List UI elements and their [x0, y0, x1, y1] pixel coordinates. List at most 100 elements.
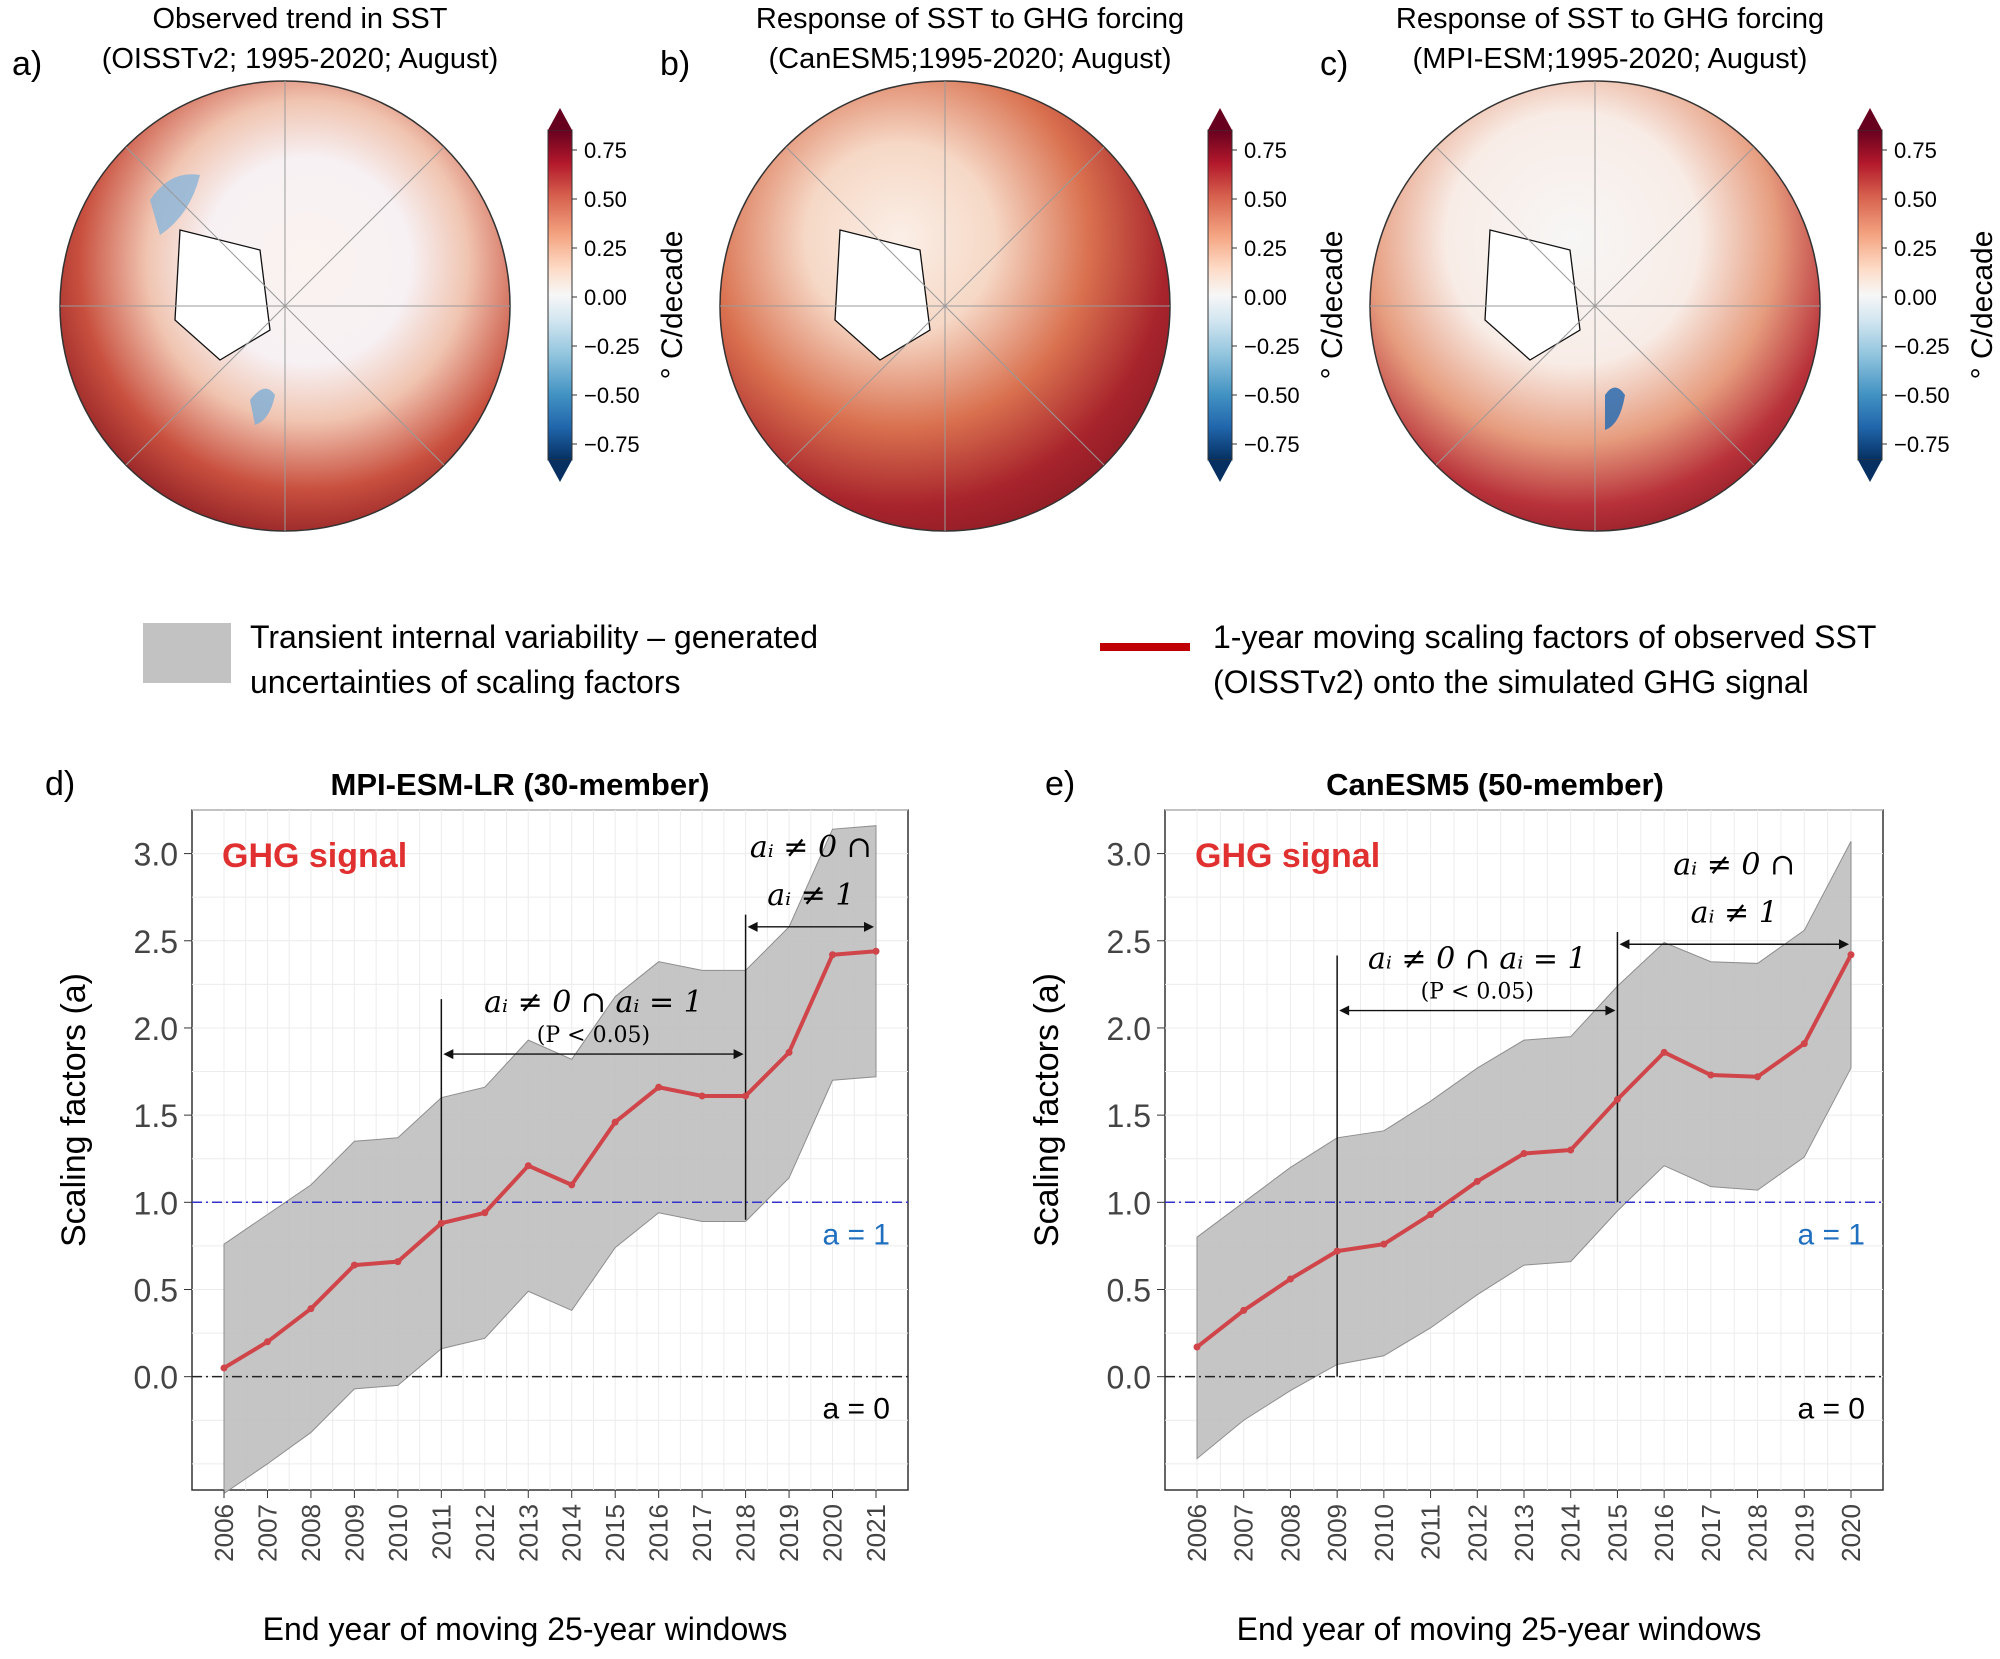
annotation-text-main: aᵢ ≠ 0 ∩ aᵢ = 1 [484, 985, 703, 1020]
x-tick-label: 2011 [426, 1504, 456, 1560]
x-tick-label: 2007 [1229, 1504, 1259, 1562]
colorbar-tick-label: −0.50 [584, 383, 640, 408]
x-tick-label: 2020 [1836, 1504, 1866, 1562]
colorbar-tick-label: 0.25 [584, 236, 627, 261]
x-tick-label: 2019 [774, 1504, 804, 1562]
map-title-c-line1: Response of SST to GHG forcing [1396, 3, 1824, 35]
ref-label-a1: a = 1 [1797, 1218, 1865, 1251]
annotation-text-sub: (P < 0.05) [1421, 980, 1534, 1005]
y-axis-title: Scaling factors (a) [1028, 973, 1066, 1247]
colorbar-tick-label: −0.50 [1244, 383, 1300, 408]
data-point [1613, 1095, 1621, 1103]
annotation-arrowhead-right [864, 921, 874, 932]
meridians-b [720, 81, 1170, 531]
data-point [1286, 1275, 1294, 1283]
y-tick-label: 2.0 [1107, 1011, 1151, 1047]
annotation-arrowhead-left [443, 1049, 454, 1060]
annotation-arrowhead-right [733, 1049, 744, 1060]
map-panel-a: a) Observed trend in SST (OISSTv2; 1995-… [12, 3, 511, 532]
data-point [1520, 1149, 1528, 1157]
colorbar-tick-label: −0.25 [584, 334, 640, 359]
x-tick-label: 2012 [1462, 1504, 1492, 1562]
colorbar-body [547, 129, 573, 461]
x-tick-label: 2013 [1509, 1504, 1539, 1562]
colorbar-tick-label: −0.75 [584, 432, 640, 457]
colorbar-tick-label: 0.00 [1244, 285, 1287, 310]
x-axis-title: End year of moving 25-year windows [263, 1611, 788, 1647]
colorbars: 0.75 0.50 0.25 0.00 −0.25 −0.50 −0.75 ° C/decad… [547, 108, 1999, 482]
line-charts: a = 1 a = 0 aᵢ ≠ 0 ∩ aᵢ = 1 (P < 0.05) aᵢ ≠ … [45, 765, 1884, 1647]
annotation-arrowhead-left [1619, 939, 1630, 950]
panel-label: d) [45, 765, 75, 803]
data-point [437, 1219, 445, 1227]
data-point [698, 1092, 706, 1100]
chart-title: CanESM5 (50-member) [1326, 767, 1664, 802]
data-point [350, 1261, 358, 1269]
x-tick-label: 2016 [644, 1504, 674, 1562]
data-point [220, 1364, 228, 1372]
data-point [481, 1209, 489, 1217]
colorbar-b: 0.75 0.50 0.25 0.00 −0.25 −0.50 −0.75 ° C/decad… [1207, 108, 1349, 482]
map-title-b-line1: Response of SST to GHG forcing [756, 3, 1184, 35]
y-tick-label: 2.5 [134, 924, 178, 960]
colorbar-c: 0.75 0.50 0.25 0.00 −0.25 −0.50 −0.75 ° C/decad… [1857, 108, 1999, 482]
colorbar-tick-label: 0.25 [1244, 236, 1287, 261]
annotation-text-main: aᵢ ≠ 0 ∩ [1673, 847, 1795, 882]
y-tick-label: 1.5 [1107, 1098, 1151, 1134]
data-point [263, 1338, 271, 1346]
colorbar-tick-label: −0.25 [1244, 334, 1300, 359]
x-tick-label: 2011 [1416, 1504, 1446, 1560]
colorbar-body [1207, 129, 1233, 461]
colorbar-extend-top [548, 108, 572, 130]
data-point [742, 1092, 750, 1100]
x-tick-label: 2009 [339, 1504, 369, 1562]
data-point [829, 951, 837, 959]
chart-panel-d: a = 1 a = 0 aᵢ ≠ 0 ∩ aᵢ = 1 (P < 0.05) aᵢ ≠ … [45, 765, 909, 1647]
colorbar-a: 0.75 0.50 0.25 0.00 −0.25 −0.50 −0.75 ° C/decad… [547, 108, 689, 482]
map-panel-c: c) Response of SST to GHG forcing (MPI-E… [1320, 3, 1824, 532]
x-tick-label: 2015 [1602, 1504, 1632, 1562]
annotation-text-main: aᵢ ≠ 0 ∩ aᵢ = 1 [1368, 942, 1587, 977]
greenland-a [174, 229, 271, 361]
colorbar-tick-label: 0.25 [1894, 236, 1937, 261]
x-tick-label: 2014 [1556, 1504, 1586, 1562]
signal-label: GHG signal [1195, 837, 1380, 875]
colorbar-tick-label: 0.00 [1894, 285, 1937, 310]
y-tick-label: 3.0 [134, 837, 178, 873]
data-point [1193, 1343, 1201, 1351]
colorbar-tick-label: 0.50 [1244, 187, 1287, 212]
series-line [222, 949, 877, 1370]
annotation-arrowhead-left [1339, 1005, 1350, 1016]
y-axis-title: Scaling factors (a) [55, 973, 93, 1247]
colorbar-unit-label: ° C/decade [1316, 231, 1349, 380]
x-tick-label: 2010 [383, 1504, 413, 1562]
colorbar-extend-top [1208, 108, 1232, 130]
data-point [1660, 1048, 1668, 1056]
map-title-c-line2: (MPI-ESM;1995-2020; August) [1413, 43, 1808, 75]
colorbar-tick-label: 0.75 [1244, 138, 1287, 163]
y-tick-label: 0.0 [134, 1360, 178, 1396]
data-point [524, 1162, 532, 1170]
legend-band-swatch [143, 623, 231, 683]
ref-label-a1: a = 1 [822, 1218, 890, 1251]
data-point [1567, 1146, 1575, 1154]
map-title-b-line2: (CanESM5;1995-2020; August) [768, 43, 1171, 75]
data-point [872, 947, 880, 955]
data-point [655, 1083, 663, 1091]
map-label-a: a) [12, 45, 42, 83]
data-point [394, 1258, 402, 1266]
colorbar-tick-label: −0.75 [1894, 432, 1950, 457]
panel-label: e) [1045, 765, 1075, 803]
y-tick-label: 2.0 [134, 1011, 178, 1047]
map-panel-b: b) Response of SST to GHG forcing (CanES… [660, 3, 1184, 532]
colorbar-extend-top [1858, 108, 1882, 130]
x-tick-label: 2006 [209, 1504, 239, 1562]
data-point [1754, 1073, 1762, 1081]
x-tick-label: 2018 [1743, 1504, 1773, 1562]
colorbar-tick-label: −0.75 [1244, 432, 1300, 457]
x-tick-label: 2013 [513, 1504, 543, 1562]
x-tick-label: 2014 [557, 1504, 587, 1562]
data-point [1473, 1177, 1481, 1185]
x-tick-label: 2021 [861, 1504, 891, 1562]
